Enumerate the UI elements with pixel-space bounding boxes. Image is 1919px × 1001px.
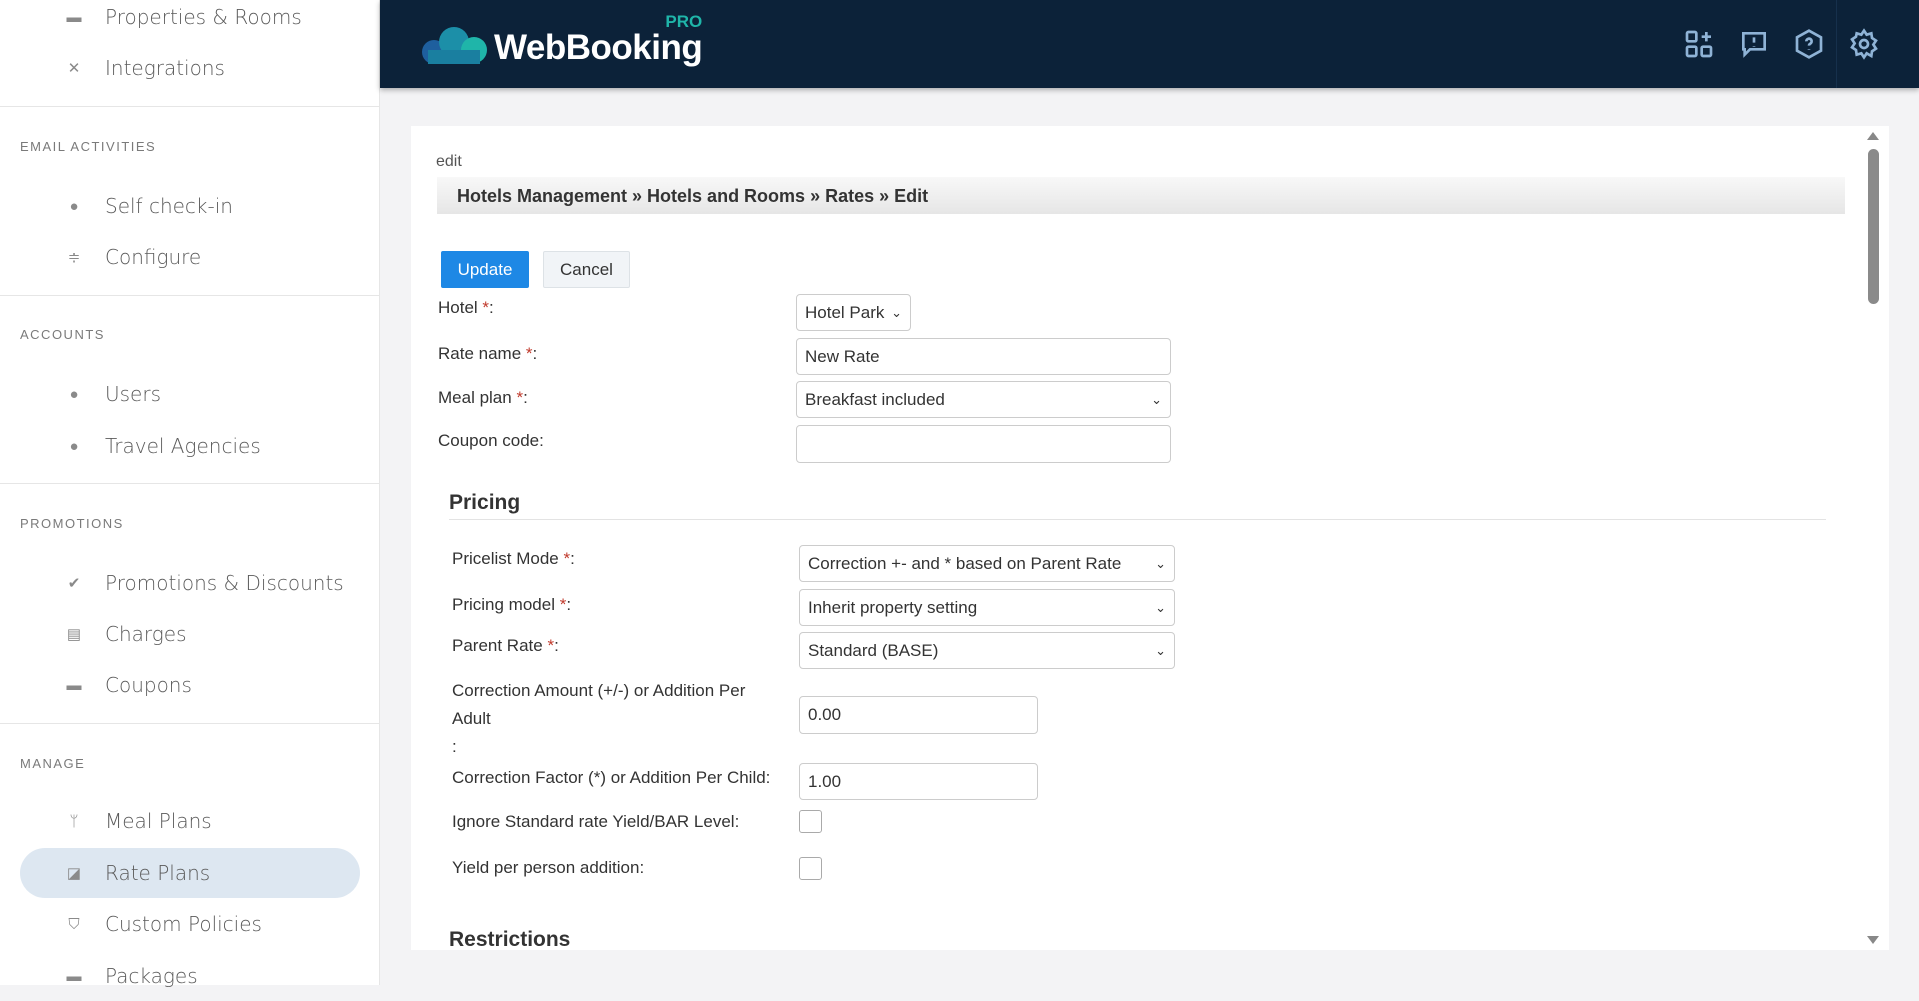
- scrollbar-thumb[interactable]: [1868, 149, 1879, 304]
- sidebar-item-integrations[interactable]: ✕ Integrations: [20, 43, 360, 93]
- sidebar-item-packages[interactable]: ▬ Packages: [20, 951, 360, 1001]
- sidebar-item-configure[interactable]: ≑ Configure: [20, 232, 360, 282]
- restrictions-heading: Restrictions: [449, 928, 571, 951]
- logo[interactable]: PRO WebBooking: [420, 13, 703, 67]
- receipt-icon: ▤: [66, 625, 82, 643]
- settings-icon[interactable]: [1848, 28, 1880, 60]
- package-icon: ▬: [66, 967, 82, 985]
- correction-amount-label: Correction Amount (+/-) or Addition Per A…: [452, 681, 746, 756]
- correction-factor-input[interactable]: 1.00: [799, 763, 1038, 800]
- rate-name-input[interactable]: New Rate: [796, 338, 1171, 375]
- divider: [0, 295, 380, 296]
- sidebar-item-rate-plans[interactable]: ◪ Rate Plans: [20, 848, 360, 898]
- sidebar-item-coupons[interactable]: ▬ Coupons: [20, 660, 360, 710]
- bed-icon: ▬: [66, 8, 82, 26]
- utensils-icon: ᛘ: [69, 812, 79, 830]
- chevron-down-icon: ⌄: [891, 304, 902, 320]
- sidebar-item-users[interactable]: ● Users: [20, 369, 360, 419]
- parent-rate-label: Parent Rate *:: [452, 636, 559, 655]
- section-email-activities: EMAIL ACTIVITIES: [20, 139, 157, 154]
- users-icon: ●: [69, 385, 79, 403]
- pricing-model-select[interactable]: Inherit property setting ⌄: [799, 589, 1175, 626]
- cancel-button[interactable]: Cancel: [543, 251, 630, 288]
- divider: [0, 723, 380, 724]
- chart-icon: ◪: [66, 864, 82, 882]
- yield-per-person-label: Yield per person addition:: [452, 858, 645, 877]
- rate-name-label: Rate name *:: [438, 344, 538, 363]
- divider: [0, 106, 380, 107]
- logo-wordmark: PRO WebBooking: [494, 13, 703, 67]
- logo-badge: PRO: [665, 12, 703, 31]
- users-icon: ●: [69, 437, 79, 455]
- pricing-model-label: Pricing model *:: [452, 595, 572, 614]
- meal-plan-select[interactable]: Breakfast included ⌄: [796, 381, 1171, 418]
- divider: [0, 483, 380, 484]
- pricelist-mode-select[interactable]: Correction +- and * based on Parent Rate…: [799, 545, 1175, 582]
- sliders-icon: ≑: [67, 248, 81, 266]
- sidebar-item-charges[interactable]: ▤ Charges: [20, 609, 360, 659]
- coupon-code-input[interactable]: [796, 425, 1171, 463]
- section-manage: MANAGE: [20, 756, 86, 771]
- sidebar: ▬ Properties & Rooms ✕ Integrations EMAIL …: [0, 0, 380, 988]
- scroll-down-arrow[interactable]: [1867, 936, 1879, 944]
- hotel-label: Hotel *:: [438, 298, 494, 317]
- pricing-heading: Pricing: [449, 491, 521, 514]
- sidebar-item-meal-plans[interactable]: ᛘ Meal Plans: [20, 796, 360, 846]
- breadcrumb: Hotels Management » Hotels and Rooms » R…: [437, 177, 1845, 214]
- chevron-down-icon: ⌄: [1155, 555, 1166, 571]
- coupon-code-label: Coupon code:: [438, 431, 544, 450]
- section-promotions: PROMOTIONS: [20, 516, 124, 531]
- user-check-icon: ●: [69, 197, 79, 215]
- sidebar-item-promotions-discounts[interactable]: ✔ Promotions & Discounts: [20, 558, 360, 608]
- logo-text: WebBooking: [494, 28, 703, 67]
- integrations-icon: ✕: [67, 59, 81, 77]
- badge-check-icon: ✔: [67, 574, 81, 592]
- correction-factor-label: Correction Factor (*) or Addition Per Ch…: [452, 768, 771, 787]
- chevron-down-icon: ⌄: [1151, 391, 1162, 407]
- hotel-select[interactable]: Hotel Park ⌄: [796, 294, 911, 331]
- edit-form-panel: edit Hotels Management » Hotels and Room…: [411, 126, 1889, 951]
- scroll-up-arrow[interactable]: [1867, 132, 1879, 140]
- feedback-icon[interactable]: [1738, 28, 1770, 60]
- pricelist-mode-label: Pricelist Mode *:: [452, 549, 575, 568]
- ignore-yield-label: Ignore Standard rate Yield/BAR Level:: [452, 812, 740, 831]
- top-header: PRO WebBooking: [380, 0, 1919, 88]
- sidebar-item-custom-policies[interactable]: ⛉ Custom Policies: [20, 899, 360, 949]
- chevron-down-icon: ⌄: [1155, 599, 1166, 615]
- sidebar-item-travel-agencies[interactable]: ● Travel Agencies: [20, 421, 360, 471]
- divider: [1836, 0, 1837, 88]
- ticket-icon: ▬: [66, 676, 82, 694]
- correction-amount-input[interactable]: 0.00: [799, 696, 1038, 734]
- yield-per-person-checkbox[interactable]: [799, 857, 822, 880]
- sidebar-item-self-check-in[interactable]: ● Self check-in: [20, 181, 360, 231]
- add-widget-icon[interactable]: [1683, 28, 1715, 60]
- help-icon[interactable]: [1793, 28, 1825, 60]
- chevron-down-icon: ⌄: [1155, 642, 1166, 658]
- logo-cloud-icon: [422, 27, 487, 64]
- sidebar-item-properties-rooms[interactable]: ▬ Properties & Rooms: [20, 0, 360, 42]
- page-caption: edit: [436, 153, 462, 170]
- section-accounts: ACCOUNTS: [20, 327, 105, 342]
- ignore-yield-checkbox[interactable]: [799, 810, 822, 833]
- update-button[interactable]: Update: [441, 251, 529, 288]
- divider: [449, 519, 1826, 520]
- parent-rate-select[interactable]: Standard (BASE) ⌄: [799, 632, 1175, 669]
- shield-icon: ⛉: [68, 915, 80, 933]
- meal-plan-label: Meal plan *:: [438, 388, 528, 407]
